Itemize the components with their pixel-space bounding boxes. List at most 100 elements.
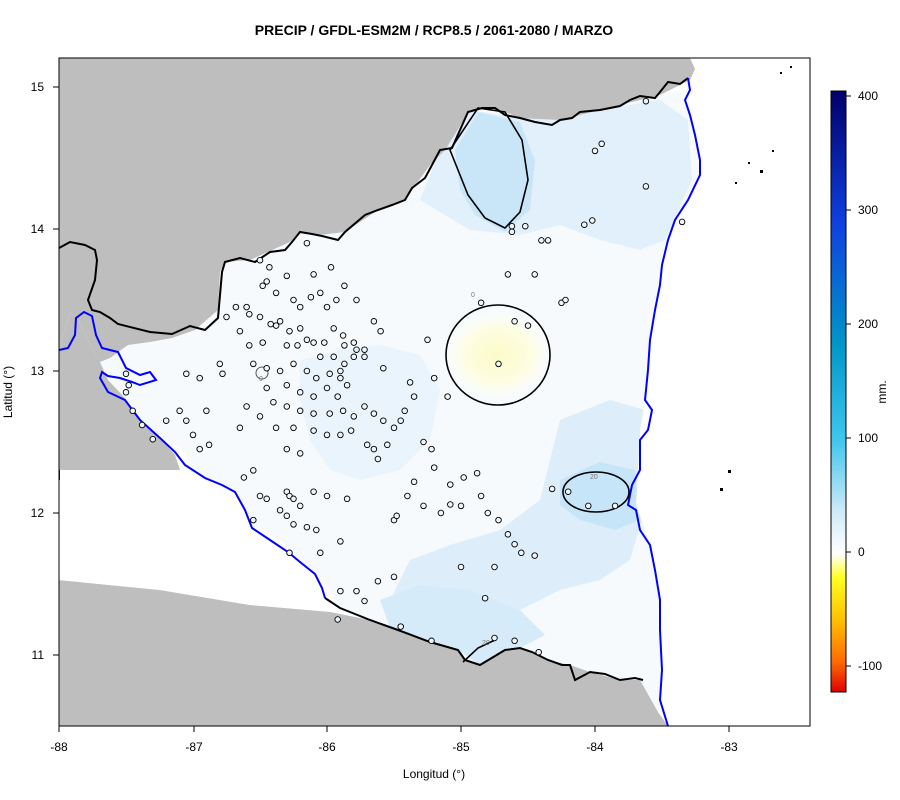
station-marker <box>149 435 157 443</box>
station-marker <box>323 384 331 392</box>
station-marker <box>353 296 360 304</box>
station-marker <box>326 410 333 417</box>
station-markers <box>122 97 686 656</box>
station-marker <box>524 322 532 329</box>
station-marker <box>589 217 596 224</box>
station-marker <box>162 417 170 424</box>
contour-20-east <box>562 471 630 513</box>
station-marker <box>410 393 418 400</box>
station-marker <box>243 403 250 410</box>
station-marker <box>310 339 317 346</box>
wet-zone-south <box>380 585 545 665</box>
contour-label-south: 20 <box>482 640 490 647</box>
x-tick-label: -87 <box>185 740 203 754</box>
station-marker <box>430 464 438 471</box>
station-marker <box>183 417 190 424</box>
station-marker <box>232 303 240 311</box>
station-marker <box>350 353 358 361</box>
station-marker <box>283 445 291 453</box>
station-marker <box>272 322 280 329</box>
wet-zone-west-interior <box>300 345 440 480</box>
station-marker <box>290 360 297 368</box>
station-marker <box>337 374 344 382</box>
corn-islands-specks <box>720 66 792 491</box>
map-title: PRECIP / GFDL-ESM2M / RCP8.5 / 2061-2080… <box>255 22 614 38</box>
station-marker <box>236 327 244 335</box>
station-marker <box>477 299 485 307</box>
station-marker <box>310 271 317 278</box>
station-marker <box>276 318 284 325</box>
station-marker <box>611 502 619 510</box>
station-marker <box>374 455 382 463</box>
station-marker <box>310 410 317 417</box>
station-marker <box>424 336 431 344</box>
station-marker <box>246 310 253 318</box>
station-marker <box>511 637 518 645</box>
station-marker <box>246 342 253 349</box>
station-marker <box>377 327 384 335</box>
station-marker <box>283 512 291 520</box>
colorbar-tick-label: -100 <box>858 659 882 673</box>
x-tick-label: -88 <box>50 740 68 754</box>
station-marker <box>256 313 264 321</box>
wet-zone-east <box>390 400 645 640</box>
station-marker <box>283 381 291 389</box>
station-marker <box>374 577 382 585</box>
station-marker <box>393 512 400 520</box>
station-marker <box>303 239 311 247</box>
contour-0-center <box>445 304 551 406</box>
station-marker <box>313 526 320 534</box>
station-marker <box>380 417 387 424</box>
station-marker <box>189 431 197 439</box>
station-marker <box>347 427 355 434</box>
y-tick-label: 15 <box>31 80 45 94</box>
station-marker <box>642 183 650 190</box>
station-marker <box>256 492 264 500</box>
station-marker <box>350 339 358 346</box>
station-marker <box>337 587 344 595</box>
station-marker <box>437 509 445 517</box>
station-marker <box>323 492 331 500</box>
station-marker <box>508 228 516 236</box>
caribbean-sea <box>636 80 810 726</box>
station-marker <box>333 296 340 304</box>
station-marker <box>259 339 266 346</box>
colorbar-tick-label: 100 <box>858 431 878 445</box>
station-marker <box>518 549 525 557</box>
station-marker <box>307 293 315 301</box>
station-marker <box>303 367 311 375</box>
station-marker <box>504 531 512 538</box>
station-marker <box>263 278 270 285</box>
station-marker <box>183 370 190 378</box>
station-marker <box>361 346 368 353</box>
colorbar-tick-label: 200 <box>858 317 878 331</box>
station-marker <box>535 648 542 656</box>
station-marker <box>531 552 538 559</box>
colorbar-tick-label: 400 <box>858 89 878 103</box>
station-marker <box>250 516 257 524</box>
station-marker <box>259 282 266 290</box>
contour-20-south <box>462 639 496 663</box>
station-marker <box>341 360 348 368</box>
x-axis: -88 -87 -86 -85 -84 -83 Longitud (°) <box>50 726 738 781</box>
contour-label-east: 20 <box>590 474 598 481</box>
station-marker <box>491 563 498 571</box>
station-marker <box>341 342 348 349</box>
honduras-el-salvador-land <box>59 58 700 362</box>
y-axis-title: Latitud (°) <box>1 366 15 418</box>
station-marker <box>447 501 454 508</box>
pacific-ocean <box>59 470 340 610</box>
station-marker <box>353 346 360 353</box>
station-marker <box>330 325 337 332</box>
x-tick-label: -86 <box>318 740 336 754</box>
station-marker <box>504 271 512 278</box>
colorbar: 400 300 200 100 0 -100 mm. <box>830 89 889 693</box>
map-plot-area: 0 0 20 20 <box>59 58 810 726</box>
station-marker <box>460 474 467 481</box>
dry-zone-center <box>440 307 556 403</box>
station-marker <box>339 407 347 415</box>
station-marker <box>290 495 297 503</box>
station-marker <box>484 509 492 517</box>
station-marker <box>585 502 592 510</box>
